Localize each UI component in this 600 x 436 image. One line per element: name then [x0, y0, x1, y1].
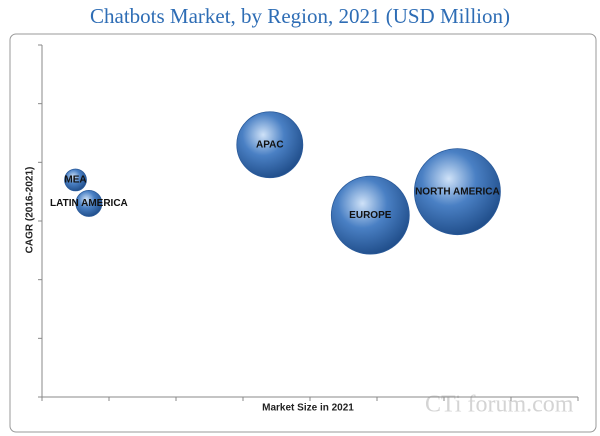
y-axis-title: CAGR (2016-2021) — [25, 167, 36, 254]
watermark: CTi forum.com — [425, 392, 574, 418]
bubble — [413, 148, 501, 236]
chart-title: Chatbots Market, by Region, 2021 (USD Mi… — [90, 4, 510, 28]
bubble-label: EUROPE — [349, 210, 392, 221]
x-axis-title: Market Size in 2021 — [262, 403, 354, 414]
bubble — [75, 189, 103, 217]
chart-frame — [9, 33, 597, 433]
bubble-label: NORTH AMERICA — [415, 186, 500, 197]
bubble — [236, 111, 304, 179]
bubble — [64, 168, 87, 192]
bubble-label: MEA — [64, 175, 86, 186]
bubble — [330, 175, 410, 255]
bubble-label: APAC — [256, 139, 284, 150]
bubble-label: LATIN AMERICA — [50, 198, 128, 209]
